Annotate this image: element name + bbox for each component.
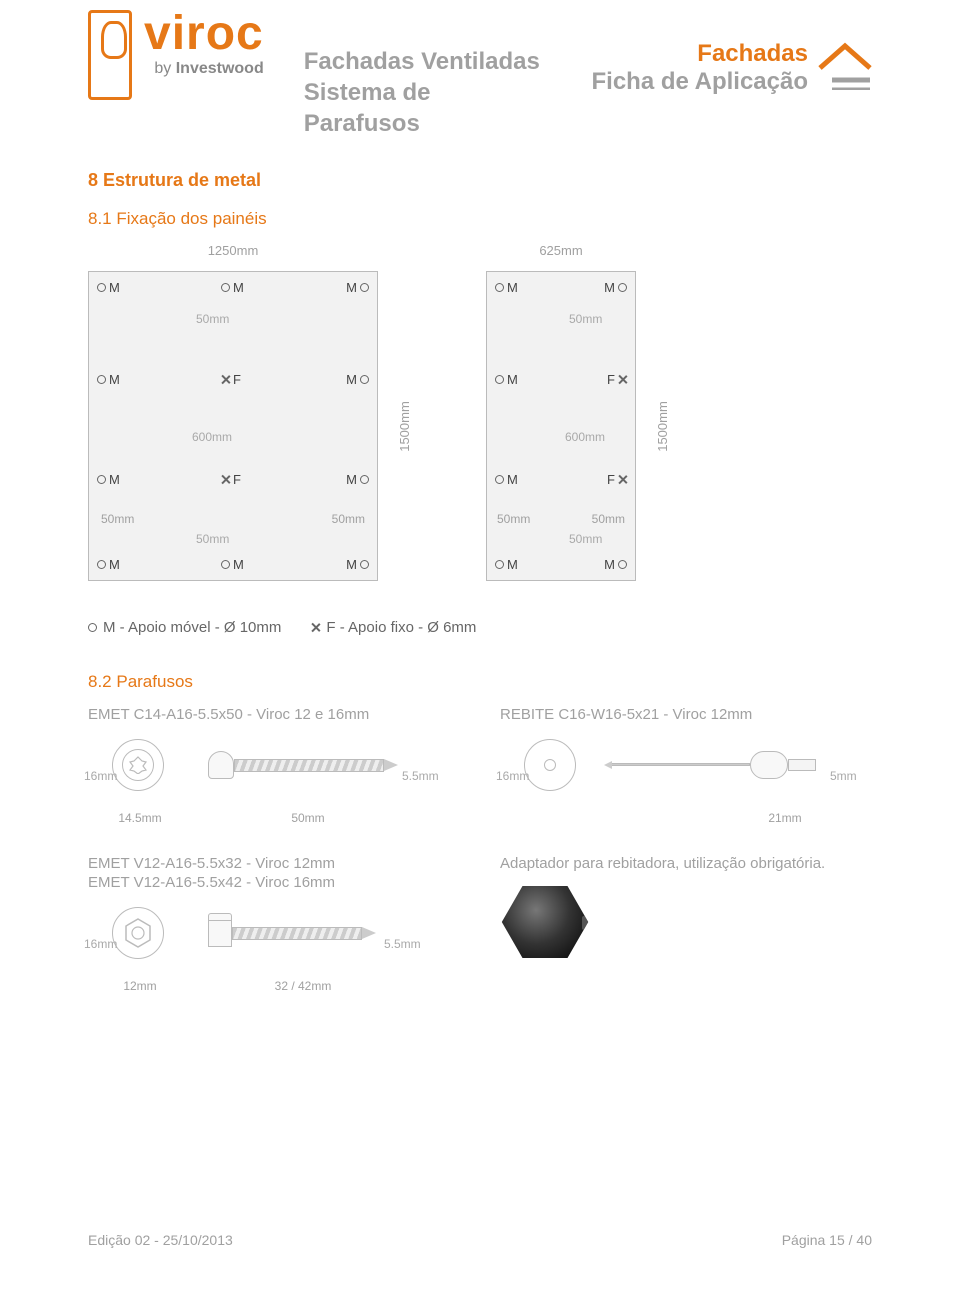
marker: M [346, 372, 357, 387]
legend-f: F - Apoio fixo - Ø 6mm [311, 619, 476, 636]
panel-b-diagram: M M M F M F M M 50mm 600mm 50mm 50mm 50m… [486, 271, 636, 581]
panel-a-diagram: M M M M F M M F M M M M 50mm 600mm 50mm … [88, 271, 378, 581]
marker: M [604, 557, 615, 572]
brand-name: viroc [144, 10, 264, 58]
dim-21mm: 21mm [750, 811, 820, 825]
screw-row-2: EMET V12-A16-5.5x32 - Viroc 12mm EMET V1… [88, 855, 872, 1001]
marker: M [233, 280, 244, 295]
marker: F [607, 472, 615, 487]
marker: M [109, 280, 120, 295]
dim-50mm: 50mm [196, 532, 229, 546]
screw-2-title-1: EMET V12-A16-5.5x32 - Viroc 12mm [88, 855, 460, 872]
marker: M [507, 472, 518, 487]
section-8-2-heading: 8.2 Parafusos [88, 672, 872, 692]
section-8-1-heading: 8.1 Fixação dos painéis [88, 209, 872, 229]
dim-600mm: 600mm [565, 430, 605, 444]
dim-5-5mm: 5.5mm [402, 769, 439, 783]
dim-12mm: 12mm [118, 979, 162, 993]
dim-16mm: 16mm [496, 769, 529, 783]
byline: by Investwood [144, 60, 264, 78]
header-right-1: Fachadas [591, 40, 808, 68]
dim-32-42mm: 32 / 42mm [238, 979, 368, 993]
dim-50mm: 50mm [332, 512, 365, 526]
marker: M [346, 557, 357, 572]
header-center: Fachadas Ventiladas Sistema de Parafusos [304, 10, 552, 140]
dim-50mm: 50mm [569, 312, 602, 326]
marker: M [507, 557, 518, 572]
dim-50mm: 50mm [196, 312, 229, 326]
screw-2-title-2: EMET V12-A16-5.5x42 - Viroc 16mm [88, 874, 460, 891]
marker: M [109, 372, 120, 387]
hex-icon [122, 917, 154, 949]
adapter-image [500, 882, 590, 962]
marker: M [346, 472, 357, 487]
rivet-title: REBITE C16-W16-5x21 - Viroc 12mm [500, 706, 872, 723]
header-line-1: Fachadas Ventiladas [304, 46, 552, 77]
byline-prefix: by [154, 60, 175, 77]
legend: M - Apoio móvel - Ø 10mm F - Apoio fixo … [88, 619, 872, 636]
panel-b-height: 1500mm [652, 271, 672, 581]
page-header: viroc by Investwood Fachadas Ventiladas … [88, 10, 872, 120]
logo-mark-icon [88, 10, 132, 100]
adapter-text: Adaptador para rebitadora, utilização ob… [500, 855, 872, 872]
dim-16mm: 16mm [84, 937, 117, 951]
marker: M [233, 557, 244, 572]
dim-50mm: 50mm [497, 512, 530, 526]
marker: M [109, 472, 120, 487]
screw-1: EMET C14-A16-5.5x50 - Viroc 12 e 16mm 16… [88, 706, 460, 833]
screw-1-diagram: 16mm 5.5mm [88, 733, 460, 811]
screw-2: EMET V12-A16-5.5x32 - Viroc 12mm EMET V1… [88, 855, 460, 1001]
marker: F [607, 372, 615, 387]
marker: F [233, 472, 241, 487]
dim-50mm: 50mm [592, 512, 625, 526]
house-roof-icon [818, 40, 872, 90]
page-root: viroc by Investwood Fachadas Ventiladas … [0, 0, 960, 1001]
marker: M [507, 280, 518, 295]
panel-a-wrap: 1250mm M M M M F M M F M M M M 50mm [88, 271, 378, 581]
torx-icon [129, 756, 147, 774]
dim-50mm: 50mm [101, 512, 134, 526]
dim-5-5mm: 5.5mm [384, 937, 421, 951]
rivet: REBITE C16-W16-5x21 - Viroc 12mm 16mm 5m… [500, 706, 872, 833]
panel-a-width: 1250mm [88, 243, 378, 258]
panel-b-wrap: 625mm M M M F M F M M 50mm 600mm 50mm 50… [486, 271, 636, 581]
legend-f-text: F - Apoio fixo - Ø 6mm [326, 619, 476, 636]
footer-page: Página 15 / 40 [782, 1232, 872, 1248]
footer-edition: Edição 02 - 25/10/2013 [88, 1232, 233, 1248]
panel-b-width: 625mm [486, 243, 636, 258]
marker: M [346, 280, 357, 295]
marker: M [604, 280, 615, 295]
dim-16mm: 16mm [84, 769, 117, 783]
dim-14-5mm: 14.5mm [116, 811, 164, 825]
legend-m-text: M - Apoio móvel - Ø 10mm [103, 619, 281, 636]
panel-a-height: 1500mm [394, 271, 414, 581]
page-footer: Edição 02 - 25/10/2013 Página 15 / 40 [88, 1232, 872, 1248]
adapter: Adaptador para rebitadora, utilização ob… [500, 855, 872, 1001]
screw-2-diagram: 16mm 5.5mm [88, 901, 460, 979]
dim-50mm: 50mm [569, 532, 602, 546]
marker: M [109, 557, 120, 572]
header-line-2: Sistema de Parafusos [304, 77, 552, 139]
rivet-diagram: 16mm 5mm [500, 733, 872, 811]
legend-m: M - Apoio móvel - Ø 10mm [88, 619, 281, 636]
header-right-2: Ficha de Aplicação [591, 68, 808, 96]
marker: F [233, 372, 241, 387]
screw-1-title: EMET C14-A16-5.5x50 - Viroc 12 e 16mm [88, 706, 460, 723]
panels-row: 1250mm M M M M F M M F M M M M 50mm [88, 243, 872, 581]
header-right: Fachadas Ficha de Aplicação [591, 10, 872, 96]
logo-text: viroc by Investwood [144, 10, 264, 78]
dim-5mm: 5mm [830, 769, 857, 783]
dim-600mm: 600mm [192, 430, 232, 444]
screw-row-1: EMET C14-A16-5.5x50 - Viroc 12 e 16mm 16… [88, 706, 872, 833]
byline-company: Investwood [176, 60, 264, 77]
marker: M [507, 372, 518, 387]
dim-50mm: 50mm [248, 811, 368, 825]
logo: viroc by Investwood [88, 10, 264, 100]
section-8-heading: 8 Estrutura de metal [88, 170, 872, 191]
